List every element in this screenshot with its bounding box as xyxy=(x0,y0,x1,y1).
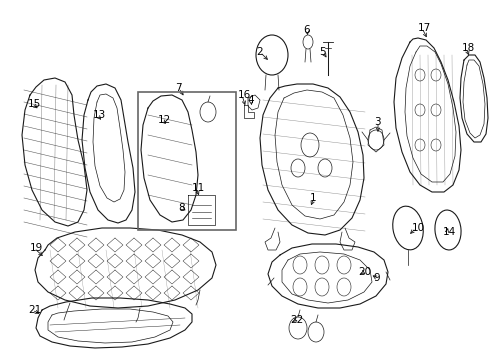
Text: 7: 7 xyxy=(175,83,182,93)
Text: 6: 6 xyxy=(303,25,310,35)
Text: 10: 10 xyxy=(412,223,425,233)
Text: 17: 17 xyxy=(418,23,431,33)
Text: 13: 13 xyxy=(93,110,106,120)
Text: 1: 1 xyxy=(310,193,317,203)
Text: 4: 4 xyxy=(247,95,254,105)
Text: 18: 18 xyxy=(462,43,475,53)
Text: 14: 14 xyxy=(443,227,456,237)
Text: 9: 9 xyxy=(373,273,380,283)
Text: 15: 15 xyxy=(28,99,41,109)
Bar xyxy=(138,92,236,230)
Text: 8: 8 xyxy=(178,203,185,213)
Text: 16: 16 xyxy=(238,90,251,100)
Text: 22: 22 xyxy=(290,315,303,325)
Text: 2: 2 xyxy=(256,47,263,57)
Text: 21: 21 xyxy=(28,305,41,315)
Text: 3: 3 xyxy=(374,117,381,127)
Text: 5: 5 xyxy=(319,47,326,57)
Text: 11: 11 xyxy=(192,183,205,193)
Text: 20: 20 xyxy=(358,267,371,277)
Text: 19: 19 xyxy=(30,243,43,253)
Text: 12: 12 xyxy=(158,115,171,125)
